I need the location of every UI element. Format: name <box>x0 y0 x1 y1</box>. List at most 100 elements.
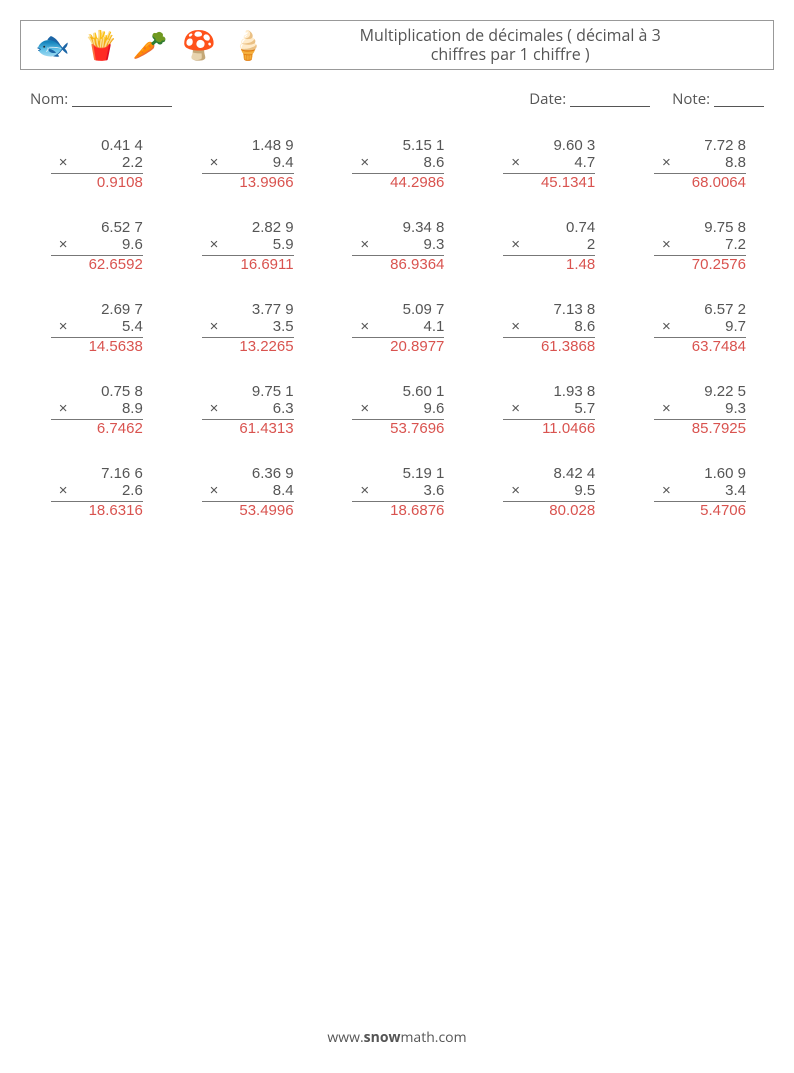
times-sign: × <box>509 154 520 171</box>
multiplier: 9.7 <box>725 318 746 335</box>
problem-8: 0.74×21.48 <box>472 219 623 273</box>
problem-15: 0.75 8×8.96.7462 <box>20 383 171 437</box>
answer: 61.3868 <box>541 338 595 355</box>
answer: 86.9364 <box>390 256 444 273</box>
times-sign: × <box>57 154 68 171</box>
multiplicand: 7.16 6 <box>101 465 143 482</box>
multiplier: 7.2 <box>725 236 746 253</box>
multiplicand: 0.75 8 <box>101 383 143 400</box>
problem-18: 1.93 8×5.711.0466 <box>472 383 623 437</box>
multiplier-row: ×8.4 <box>208 482 294 499</box>
meta-date: Date: <box>529 88 650 109</box>
multiplier: 3.6 <box>424 482 445 499</box>
times-sign: × <box>358 236 369 253</box>
answer: 11.0466 <box>542 420 595 437</box>
answer: 62.6592 <box>89 256 143 273</box>
multiplicand: 0.41 4 <box>101 137 143 154</box>
multiplier-row: ×6.3 <box>208 400 294 417</box>
multiplicand: 3.77 9 <box>252 301 294 318</box>
multiplier-row: ×8.6 <box>358 154 444 171</box>
multiplier: 4.7 <box>574 154 595 171</box>
footer: www.snowmath.com <box>0 1028 794 1047</box>
meta-row: Nom: Date: Note: <box>30 88 764 109</box>
multiplier-row: ×9.3 <box>358 236 444 253</box>
problem-9: 9.75 8×7.270.2576 <box>623 219 774 273</box>
times-sign: × <box>509 236 520 253</box>
multiplicand: 9.60 3 <box>553 137 595 154</box>
problem-10: 2.69 7×5.4 14.5638 <box>20 301 171 355</box>
times-sign: × <box>509 400 520 417</box>
times-sign: × <box>208 318 219 335</box>
multiplicand: 0.74 <box>566 219 595 236</box>
times-sign: × <box>57 236 68 253</box>
times-sign: × <box>57 482 68 499</box>
footer-bold: snow <box>364 1028 401 1047</box>
multiplicand: 5.15 1 <box>403 137 445 154</box>
problem-14: 6.57 2×9.763.7484 <box>623 301 774 355</box>
meta-note: Note: <box>672 88 764 109</box>
problem-20: 7.16 6×2.618.6316 <box>20 465 171 519</box>
header-icon-2: 🥕 <box>133 31 168 59</box>
multiplicand: 1.60 9 <box>704 465 746 482</box>
answer: 6.7462 <box>97 420 143 437</box>
multiplicand: 5.60 1 <box>403 383 445 400</box>
multiplier-row: ×9.5 <box>509 482 595 499</box>
multiplier: 2.2 <box>122 154 143 171</box>
times-sign: × <box>660 236 671 253</box>
problem-16: 9.75 1×6.361.4313 <box>171 383 322 437</box>
multiplier: 9.6 <box>122 236 143 253</box>
multiplicand: 1.48 9 <box>252 137 294 154</box>
times-sign: × <box>660 154 671 171</box>
answer: 63.7484 <box>692 338 746 355</box>
problem-12: 5.09 7×4.120.8977 <box>322 301 473 355</box>
problem-6: 2.82 9×5.916.6911 <box>171 219 322 273</box>
multiplier-row: × 9.7 <box>660 318 746 335</box>
multiplier: 8.4 <box>273 482 294 499</box>
multiplier-row: ×8.6 <box>509 318 595 335</box>
multiplier: 4.1 <box>424 318 445 335</box>
problem-11: 3.77 9 × 3.5 13.2265 <box>171 301 322 355</box>
times-sign: × <box>509 318 520 335</box>
answer: 53.7696 <box>390 420 444 437</box>
multiplier-row: × 2.2 <box>57 154 143 171</box>
multiplier-row: × 3.5 <box>208 318 294 335</box>
times-sign: × <box>358 318 369 335</box>
answer: 68.0064 <box>692 174 746 191</box>
problem-1: 1.48 9×9.413.9966 <box>171 137 322 191</box>
problem-2: 5.15 1×8.6 44.2986 <box>322 137 473 191</box>
answer: 0.9108 <box>97 174 143 191</box>
answer: 14.5638 <box>89 338 143 355</box>
times-sign: × <box>509 482 520 499</box>
multiplicand: 2.69 7 <box>101 301 143 318</box>
problem-23: 8.42 4×9.580.028 <box>472 465 623 519</box>
multiplicand: 9.75 1 <box>252 383 294 400</box>
multiplier: 2 <box>587 236 595 253</box>
multiplier: 8.8 <box>725 154 746 171</box>
multiplicand: 7.72 8 <box>704 137 746 154</box>
multiplier: 8.6 <box>424 154 445 171</box>
multiplier: 5.7 <box>574 400 595 417</box>
header-icons: 🐟🍟🥕🍄🍦 <box>29 31 265 59</box>
name-label: Nom: <box>30 89 68 109</box>
multiplier-row: ×5.4 <box>57 318 143 335</box>
multiplier-row: ×9.3 <box>660 400 746 417</box>
multiplier-row: × 7.2 <box>660 236 746 253</box>
times-sign: × <box>660 318 671 335</box>
multiplicand: 9.75 8 <box>704 219 746 236</box>
answer: 85.7925 <box>692 420 746 437</box>
answer: 18.6876 <box>390 502 444 519</box>
multiplier: 3.5 <box>273 318 294 335</box>
header-box: 🐟🍟🥕🍄🍦 Multiplication de décimales ( déci… <box>20 20 774 70</box>
multiplier-row: ×9.6 <box>358 400 444 417</box>
multiplicand: 2.82 9 <box>252 219 294 236</box>
times-sign: × <box>208 154 219 171</box>
date-underline <box>570 91 650 107</box>
multiplier-row: ×5.9 <box>208 236 294 253</box>
multiplier: 5.9 <box>273 236 294 253</box>
answer: 13.2265 <box>239 338 293 355</box>
multiplier-row: × 5.7 <box>509 400 595 417</box>
answer: 44.2986 <box>390 174 444 191</box>
times-sign: × <box>358 400 369 417</box>
footer-suffix: math.com <box>400 1028 466 1047</box>
problem-4: 7.72 8 × 8.8 68.0064 <box>623 137 774 191</box>
